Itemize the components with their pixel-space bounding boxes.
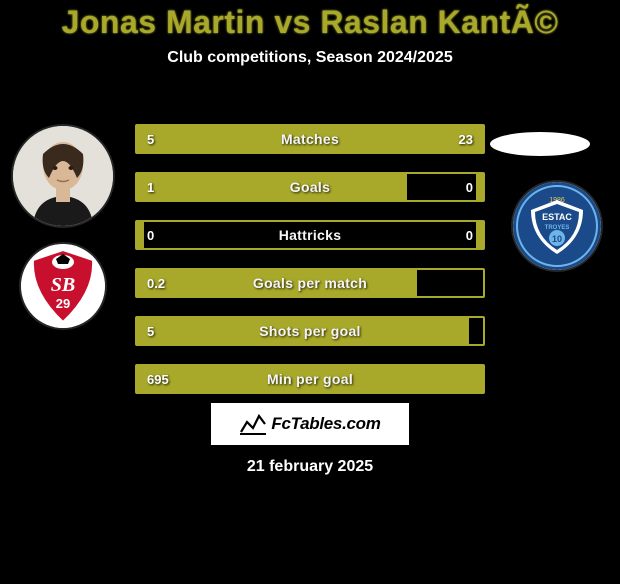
brand-badge: FcTables.com	[210, 402, 410, 446]
stat-row: 00Hattricks	[135, 220, 485, 250]
stat-row: 0.2Goals per match	[135, 268, 485, 298]
left-avatars: SB 29	[8, 126, 118, 346]
stat-label: Goals	[137, 179, 483, 195]
svg-text:ESTAC: ESTAC	[542, 212, 572, 222]
stat-label: Goals per match	[137, 275, 483, 291]
right-avatars: 1986 ESTAC TROYES 10	[502, 126, 612, 288]
page-title: Jonas Martin vs Raslan KantÃ©	[0, 4, 620, 41]
stat-label: Min per goal	[137, 371, 483, 387]
svg-text:10: 10	[552, 234, 562, 244]
svg-text:SB: SB	[51, 274, 75, 296]
stat-row: 10Goals	[135, 172, 485, 202]
player-left-club-badge: SB 29	[21, 244, 105, 328]
stat-row: 5Shots per goal	[135, 316, 485, 346]
svg-text:29: 29	[56, 296, 70, 311]
stat-label: Shots per goal	[137, 323, 483, 339]
brand-logo-icon	[239, 412, 267, 436]
stat-label: Matches	[137, 131, 483, 147]
player-left-avatar	[13, 126, 113, 226]
stat-label: Hattricks	[137, 227, 483, 243]
date-label: 21 february 2025	[0, 458, 620, 476]
stat-row: 695Min per goal	[135, 364, 485, 394]
brand-text: FcTables.com	[271, 414, 380, 434]
player-right-club-badge: 1986 ESTAC TROYES 10	[513, 182, 601, 270]
stat-row: 523Matches	[135, 124, 485, 154]
stats-bars: 523Matches 10Goals 00Hattricks 0.2Goals per…	[135, 124, 485, 394]
page-subtitle: Club competitions, Season 2024/2025	[0, 49, 620, 67]
